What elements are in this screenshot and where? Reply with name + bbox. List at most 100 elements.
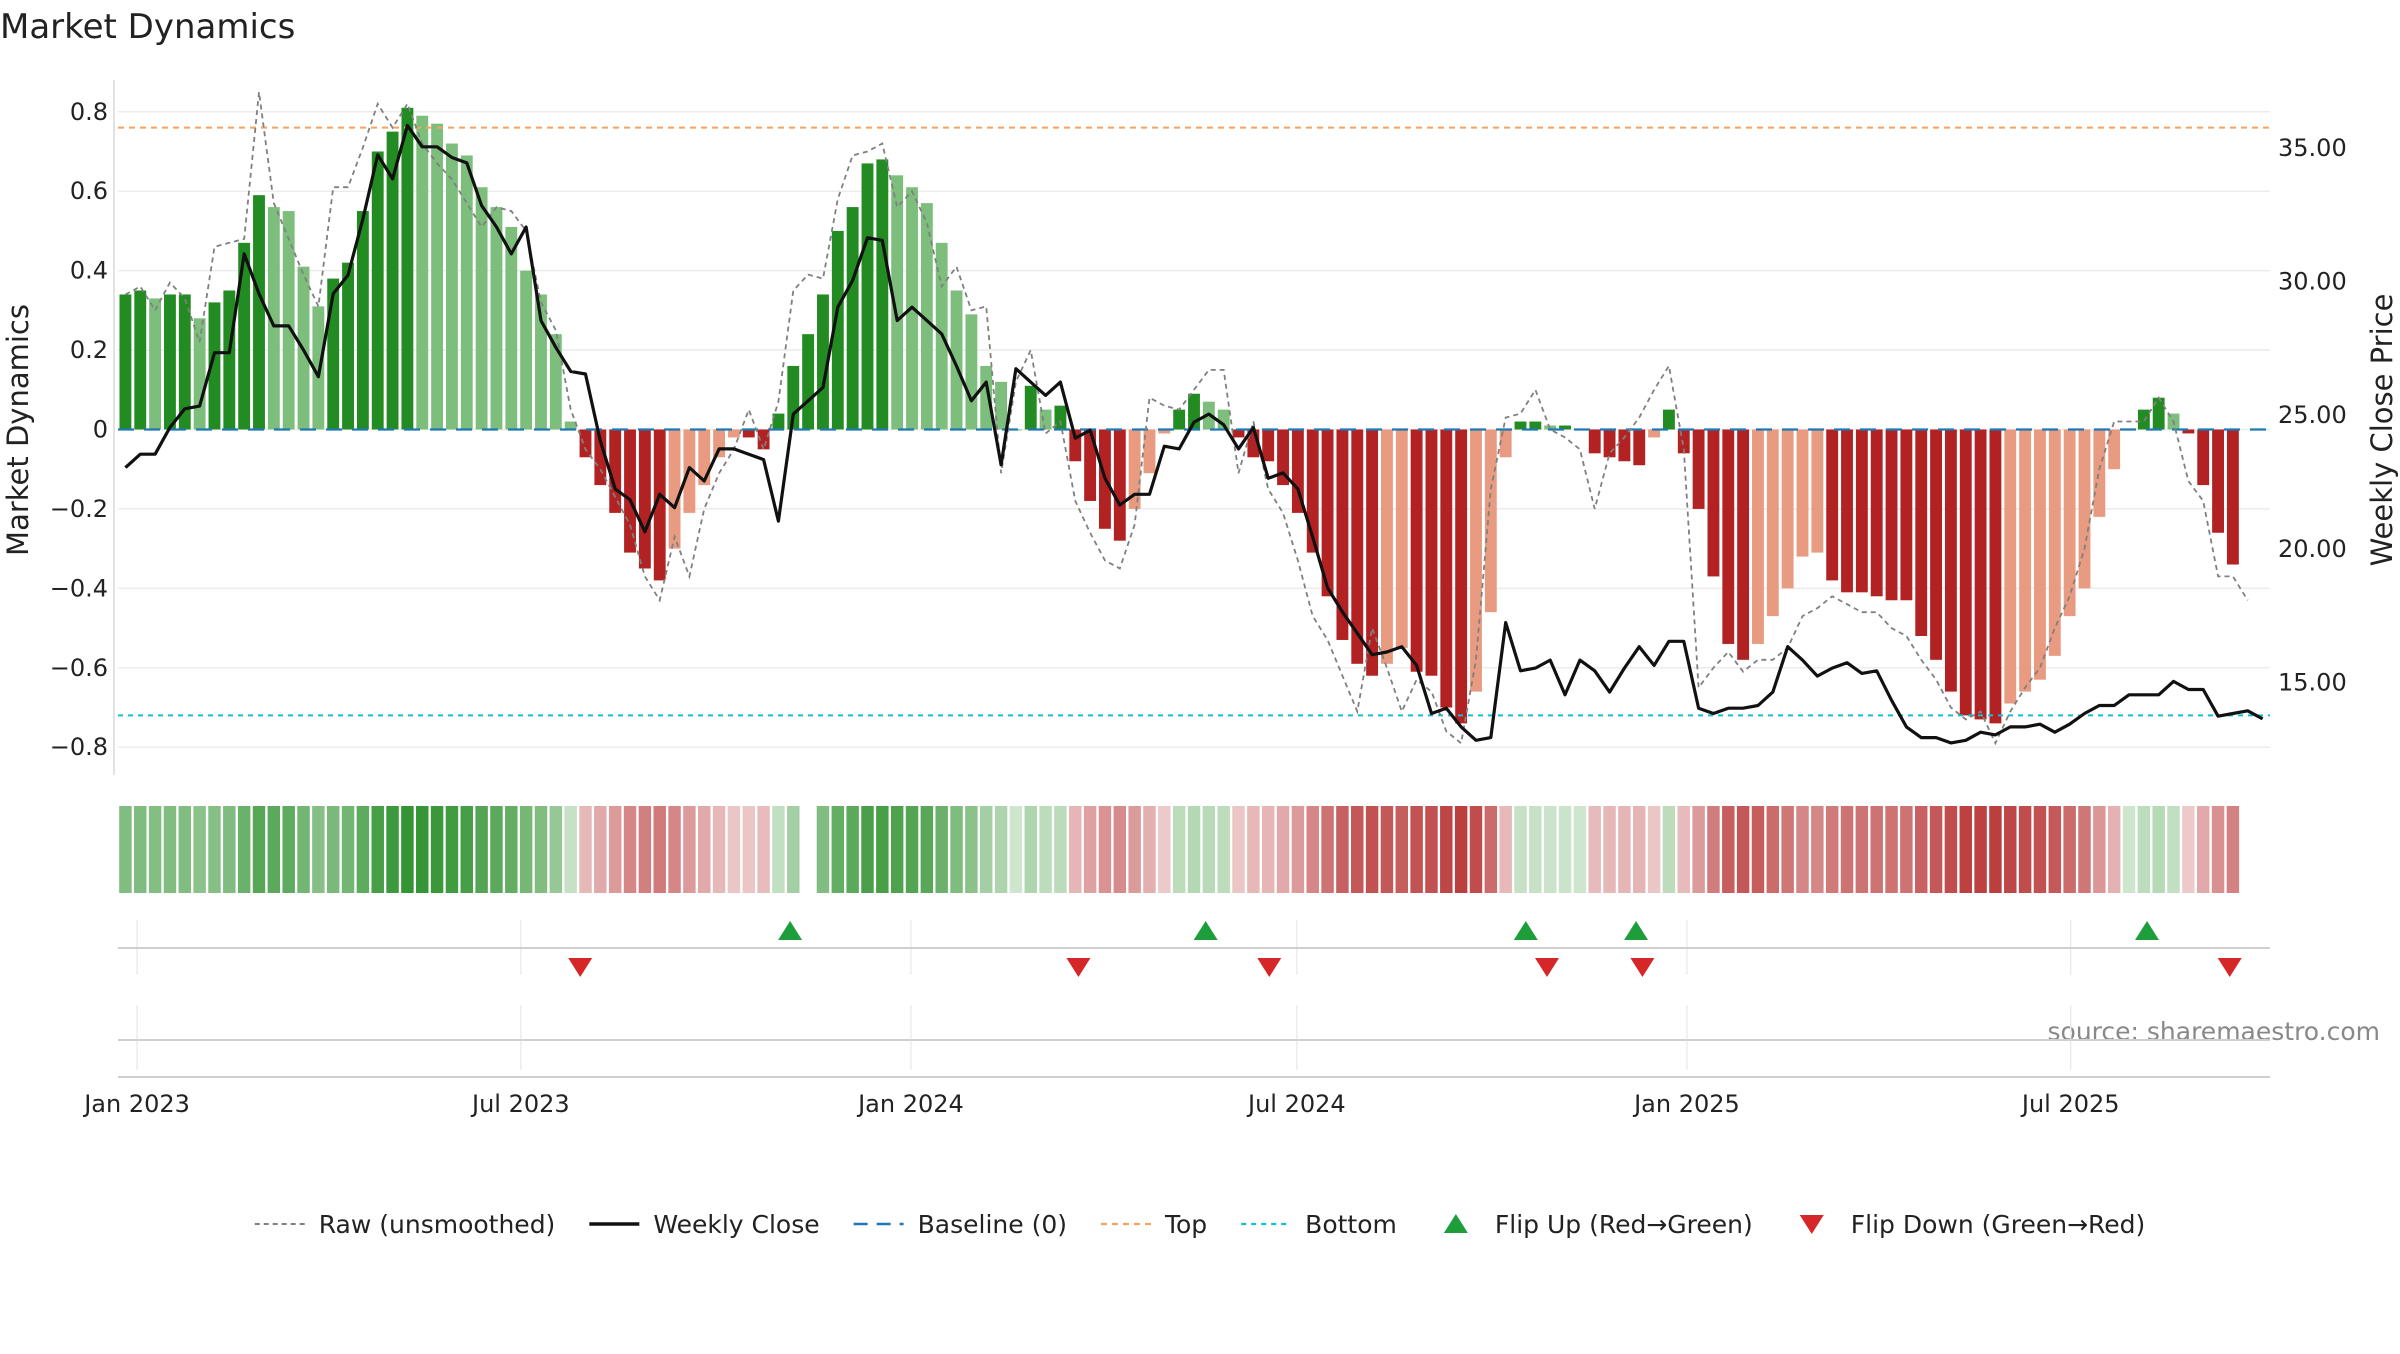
y-tick-label: 0.4	[70, 257, 108, 285]
dynamics-bar	[1158, 429, 1171, 434]
regime-cell	[579, 806, 592, 893]
regime-cell	[1573, 806, 1587, 893]
dynamics-bar	[445, 143, 458, 430]
regime-cell	[549, 806, 563, 893]
dynamics-bar	[342, 262, 354, 430]
dynamics-bar	[668, 429, 681, 549]
regime-cell	[416, 806, 429, 893]
regime-cell	[1276, 806, 1290, 893]
dynamics-bar	[1944, 429, 1957, 692]
dynamics-bar	[876, 159, 889, 430]
y-axis-label: Market Dynamics	[1, 304, 35, 556]
regime-cell	[208, 806, 221, 893]
regime-cell	[1454, 806, 1468, 893]
regime-cell	[846, 806, 859, 893]
chart-title: Market Dynamics	[0, 7, 295, 47]
regime-cell	[534, 806, 548, 893]
axis-ticks: 0.8 0.6 0.4 0.2 0 −0.2 −0.4 −0.6 −0.8 35.00 30.00 2…	[50, 98, 2347, 761]
dynamics-bar	[238, 242, 251, 430]
dynamics-bar	[594, 429, 607, 486]
dynamics-bar	[861, 163, 874, 430]
regime-cell	[1840, 806, 1854, 893]
y2-tick-label: 35.00	[2278, 134, 2347, 162]
y2-tick-label: 20.00	[2278, 535, 2347, 563]
regime-cell	[638, 806, 652, 893]
regime-cell	[994, 806, 1008, 893]
dynamics-bar	[2182, 429, 2195, 434]
flip-up-marker	[778, 921, 803, 940]
flip-up-marker	[2135, 921, 2160, 940]
regime-cell	[1662, 806, 1676, 893]
regime-cell	[148, 806, 162, 893]
dynamics-bar	[980, 365, 993, 430]
regime-cell	[252, 806, 266, 893]
dynamics-bar	[1054, 405, 1067, 430]
dynamics-bar	[787, 365, 800, 430]
dynamics-bar	[1232, 429, 1245, 438]
regime-cell	[1855, 806, 1869, 893]
dynamics-bar	[2063, 429, 2076, 617]
dynamics-bar	[1366, 429, 1379, 676]
regime-cell	[1172, 806, 1186, 893]
dynamics-bar	[282, 211, 295, 430]
regime-cell	[1692, 806, 1705, 893]
regime-cell	[2182, 806, 2195, 893]
dynamics-bar	[178, 294, 191, 430]
dynamics-bar	[579, 429, 592, 458]
regime-cell	[950, 806, 963, 893]
regime-cell	[2033, 806, 2047, 893]
regime-cell	[519, 806, 533, 893]
dynamics-bar	[1737, 429, 1750, 660]
dynamics-bar	[371, 151, 384, 430]
x-tick-label: Jan 2025	[1632, 1090, 1740, 1118]
dynamics-bar	[1143, 429, 1156, 474]
regime-cell	[1336, 806, 1349, 893]
regime-cell	[727, 806, 741, 893]
legend-label: Top	[1164, 1210, 1207, 1239]
dynamics-bar	[208, 302, 221, 430]
legend-flip-down-swatch	[1799, 1215, 1824, 1234]
flip-up-marker	[1513, 921, 1538, 940]
regime-cell	[712, 806, 726, 893]
dynamics-bar	[2019, 429, 2032, 692]
regime-cell	[1143, 806, 1156, 893]
regime-cell	[1944, 806, 1958, 893]
dynamics-bar	[757, 429, 770, 450]
regime-cell	[905, 806, 919, 893]
flip-down-marker	[1066, 958, 1091, 977]
dynamics-bar	[1484, 429, 1497, 613]
regime-cell	[623, 806, 637, 893]
dynamics-bar	[535, 294, 547, 430]
dynamics-bar	[1514, 421, 1527, 430]
dynamics-bar	[1707, 429, 1720, 577]
flip-up-marker	[1193, 921, 1218, 940]
dynamics-bar	[1410, 429, 1423, 672]
regime-cell	[445, 806, 459, 893]
x-tick-label: Jan 2024	[856, 1090, 964, 1118]
dynamics-bar	[223, 290, 236, 430]
legend-label: Baseline (0)	[918, 1210, 1067, 1239]
dynamics-bar	[1662, 409, 1675, 430]
dynamics-bar	[817, 294, 829, 430]
regime-cell	[653, 806, 666, 893]
regime-cell	[1158, 806, 1171, 893]
dynamics-bar	[134, 290, 147, 430]
dynamics-bar	[1069, 429, 1082, 462]
regime-cell	[608, 806, 622, 893]
regime-cell	[1514, 806, 1527, 893]
dynamics-bar	[416, 115, 429, 430]
regime-cell	[223, 806, 236, 893]
regime-cell	[1603, 806, 1616, 893]
dynamics-bar	[891, 175, 904, 430]
dynamics-bar	[119, 294, 132, 430]
dynamics-bar	[1247, 429, 1260, 458]
flip-up-marker	[1624, 921, 1649, 940]
regime-cell	[1484, 806, 1498, 893]
regime-cell	[2018, 806, 2032, 893]
dynamics-bar	[1781, 429, 1794, 589]
dynamics-bar	[846, 207, 859, 430]
dynamics-bar	[2048, 429, 2061, 656]
regime-cell	[2122, 806, 2136, 893]
flip-down-marker	[1535, 958, 1560, 977]
